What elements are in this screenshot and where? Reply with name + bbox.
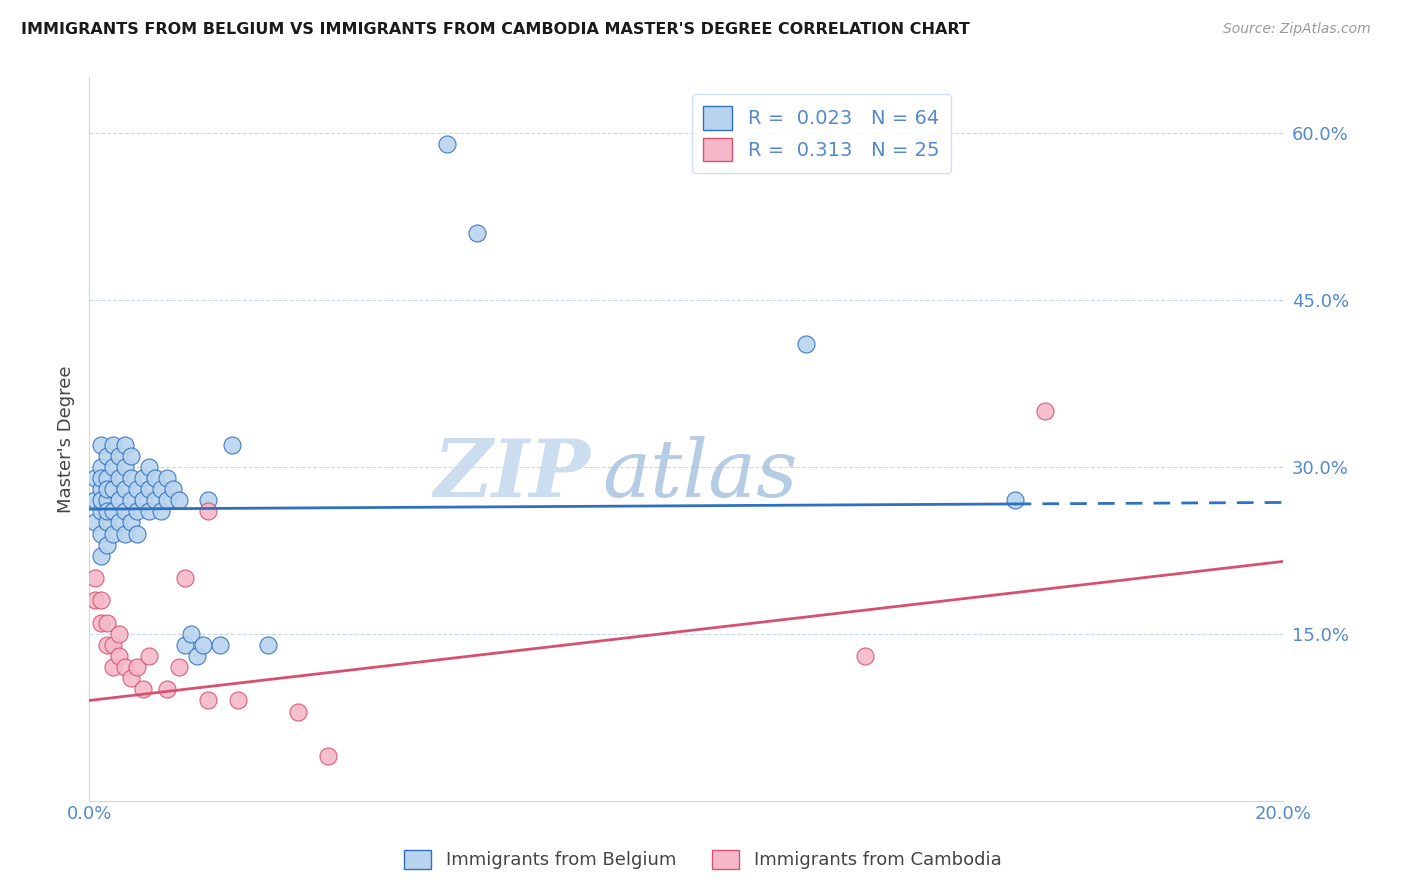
Point bbox=[138, 648, 160, 663]
Point bbox=[90, 471, 112, 485]
Point bbox=[84, 516, 107, 530]
Point bbox=[173, 638, 195, 652]
Point bbox=[120, 493, 142, 508]
Point bbox=[125, 504, 148, 518]
Point bbox=[209, 638, 232, 652]
Point bbox=[90, 504, 112, 518]
Point bbox=[114, 459, 136, 474]
Point bbox=[90, 493, 112, 508]
Point bbox=[156, 682, 179, 697]
Point bbox=[197, 693, 219, 707]
Point bbox=[101, 638, 124, 652]
Point bbox=[114, 504, 136, 518]
Point bbox=[96, 449, 118, 463]
Text: atlas: atlas bbox=[603, 436, 799, 514]
Point bbox=[138, 504, 160, 518]
Point bbox=[101, 482, 124, 496]
Point bbox=[465, 226, 488, 240]
Point bbox=[120, 671, 142, 685]
Point bbox=[197, 493, 219, 508]
Point bbox=[90, 482, 112, 496]
Point bbox=[853, 648, 876, 663]
Point bbox=[138, 459, 160, 474]
Y-axis label: Master's Degree: Master's Degree bbox=[58, 366, 75, 513]
Point bbox=[143, 493, 166, 508]
Point bbox=[101, 660, 124, 674]
Point bbox=[84, 593, 107, 607]
Point bbox=[96, 482, 118, 496]
Point bbox=[257, 638, 280, 652]
Point bbox=[84, 571, 107, 585]
Point bbox=[228, 693, 250, 707]
Point bbox=[167, 493, 190, 508]
Point bbox=[108, 493, 131, 508]
Point bbox=[125, 660, 148, 674]
Point bbox=[125, 526, 148, 541]
Point bbox=[108, 516, 131, 530]
Point bbox=[96, 538, 118, 552]
Point bbox=[90, 593, 112, 607]
Point bbox=[96, 493, 118, 508]
Point bbox=[316, 749, 339, 764]
Point bbox=[90, 459, 112, 474]
Point bbox=[101, 504, 124, 518]
Point bbox=[180, 626, 202, 640]
Point bbox=[96, 504, 118, 518]
Point bbox=[96, 638, 118, 652]
Point bbox=[191, 638, 214, 652]
Text: IMMIGRANTS FROM BELGIUM VS IMMIGRANTS FROM CAMBODIA MASTER'S DEGREE CORRELATION : IMMIGRANTS FROM BELGIUM VS IMMIGRANTS FR… bbox=[21, 22, 970, 37]
Point bbox=[149, 504, 172, 518]
Text: ZIP: ZIP bbox=[434, 436, 591, 514]
Point bbox=[221, 437, 243, 451]
Point bbox=[101, 459, 124, 474]
Point bbox=[132, 471, 155, 485]
Point bbox=[108, 449, 131, 463]
Point bbox=[138, 482, 160, 496]
Point bbox=[156, 493, 179, 508]
Point bbox=[84, 493, 107, 508]
Point bbox=[96, 615, 118, 630]
Point bbox=[120, 516, 142, 530]
Point bbox=[108, 648, 131, 663]
Point bbox=[120, 449, 142, 463]
Point bbox=[132, 493, 155, 508]
Point bbox=[90, 437, 112, 451]
Point bbox=[90, 615, 112, 630]
Point bbox=[1033, 404, 1056, 418]
Point bbox=[101, 526, 124, 541]
Point bbox=[108, 471, 131, 485]
Legend: Immigrants from Belgium, Immigrants from Cambodia: Immigrants from Belgium, Immigrants from… bbox=[395, 841, 1011, 879]
Point bbox=[114, 437, 136, 451]
Point bbox=[143, 471, 166, 485]
Point bbox=[197, 504, 219, 518]
Point bbox=[162, 482, 184, 496]
Point bbox=[156, 471, 179, 485]
Point bbox=[794, 337, 817, 351]
Legend: R =  0.023   N = 64, R =  0.313   N = 25: R = 0.023 N = 64, R = 0.313 N = 25 bbox=[692, 95, 952, 173]
Point bbox=[173, 571, 195, 585]
Point bbox=[436, 137, 458, 152]
Point bbox=[101, 437, 124, 451]
Point bbox=[132, 682, 155, 697]
Text: Source: ZipAtlas.com: Source: ZipAtlas.com bbox=[1223, 22, 1371, 37]
Point bbox=[125, 482, 148, 496]
Point bbox=[108, 626, 131, 640]
Point bbox=[287, 705, 309, 719]
Point bbox=[114, 526, 136, 541]
Point bbox=[96, 516, 118, 530]
Point bbox=[84, 471, 107, 485]
Point bbox=[167, 660, 190, 674]
Point bbox=[186, 648, 208, 663]
Point bbox=[114, 660, 136, 674]
Point bbox=[90, 549, 112, 563]
Point bbox=[120, 471, 142, 485]
Point bbox=[90, 526, 112, 541]
Point bbox=[96, 471, 118, 485]
Point bbox=[149, 482, 172, 496]
Point bbox=[114, 482, 136, 496]
Point bbox=[1004, 493, 1026, 508]
